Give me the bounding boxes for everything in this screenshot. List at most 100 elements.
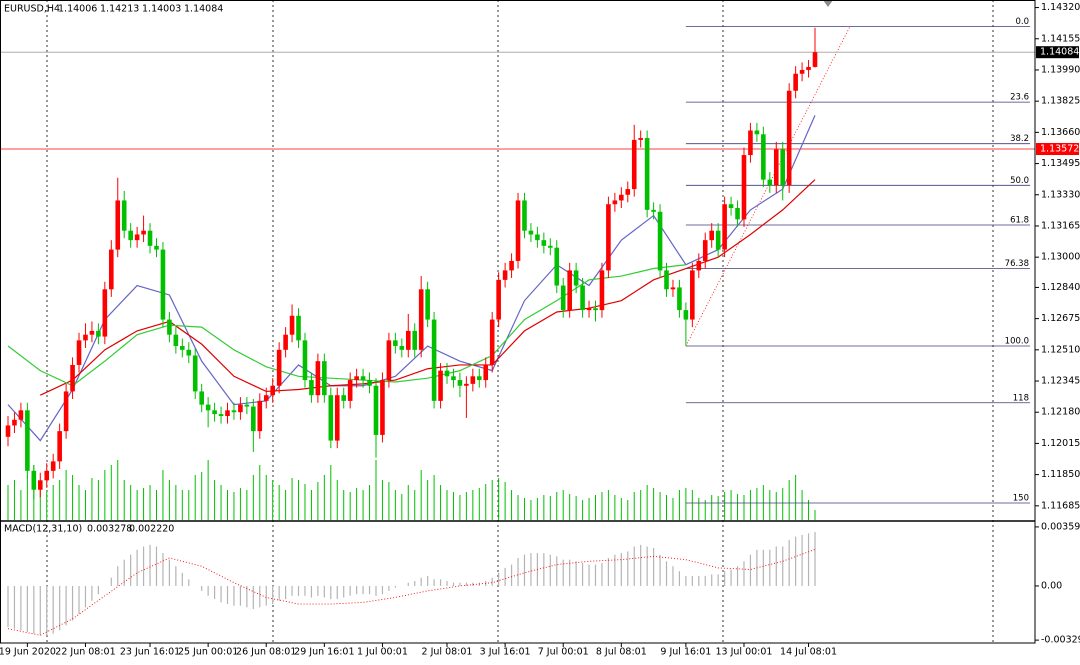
candle-body	[328, 395, 334, 441]
candle-body	[128, 230, 133, 241]
candle-body	[160, 249, 166, 320]
candle-body	[315, 361, 321, 396]
candle-body	[754, 130, 760, 135]
fib-level-label: 38.2	[1010, 134, 1029, 144]
candle-body	[167, 319, 172, 335]
macd-y-tick-label: -0.003295	[1041, 635, 1080, 646]
y-tick-label: 1.13825	[1041, 96, 1080, 107]
candle-body	[5, 425, 11, 437]
candle-body	[192, 355, 198, 392]
candle-body	[773, 149, 779, 186]
y-tick-label: 1.13660	[1041, 127, 1080, 138]
candle-body	[709, 230, 715, 241]
candle-body	[412, 330, 418, 350]
y-tick-label: 1.12180	[1041, 407, 1080, 418]
macd-y-tick-label: 0.003591	[1041, 521, 1080, 532]
candle-body	[502, 270, 508, 280]
candle-body	[341, 395, 347, 401]
candle-body	[464, 383, 469, 386]
x-tick-label: 23 Jun 16:01	[120, 647, 180, 658]
candle-body	[57, 431, 62, 462]
moving-average-line	[7, 115, 816, 442]
candle-body	[812, 52, 818, 67]
candle-body	[541, 240, 547, 246]
candle-body	[625, 189, 631, 195]
candle-body	[476, 376, 482, 381]
candle-body	[238, 404, 243, 413]
candle-body	[70, 364, 75, 392]
candle-body	[205, 404, 211, 411]
candle-body	[638, 138, 643, 140]
candle-body	[76, 340, 82, 365]
candle-body	[180, 346, 185, 350]
candle-body	[690, 270, 695, 320]
candle-body	[793, 73, 798, 91]
candle-body	[270, 385, 275, 396]
candle-body	[631, 139, 637, 190]
high-label: 1.14213	[100, 4, 139, 15]
candle-body	[715, 230, 721, 250]
x-tick-label: 14 Jul 08:01	[780, 647, 837, 658]
y-tick-label: 1.13495	[1041, 158, 1080, 169]
candle-body	[102, 289, 108, 337]
candle-body	[199, 391, 204, 405]
candle-body	[722, 204, 727, 250]
candle-body	[670, 287, 676, 290]
candle-body	[334, 395, 340, 441]
candle-body	[496, 279, 501, 320]
signal-value: 0.002220	[129, 524, 174, 535]
x-tick-label: 3 Jul 16:01	[480, 647, 531, 658]
symbol-label: EURUSD,H4	[4, 4, 60, 15]
candle-body	[515, 200, 521, 261]
x-tick-label: 13 Jul 00:01	[715, 647, 772, 658]
fib-level-label: 76.38	[1005, 259, 1029, 269]
candle-body	[251, 406, 256, 432]
candle-body	[302, 340, 308, 381]
candle-body	[263, 395, 269, 401]
candle-body	[367, 380, 372, 386]
candle-body	[121, 200, 127, 231]
candle-body	[83, 334, 88, 341]
y-tick-label: 1.12840	[1041, 282, 1080, 293]
candle-body	[509, 260, 514, 271]
candle-body	[108, 249, 114, 290]
y-tick-label: 1.14320	[1041, 2, 1080, 13]
candle-body	[50, 461, 56, 471]
x-tick-label: 29 Jun 16:01	[294, 647, 354, 658]
candle-body	[296, 315, 301, 341]
candle-body	[573, 270, 579, 286]
candle-body	[586, 308, 592, 311]
candle-body	[431, 319, 437, 401]
shift-marker	[823, 0, 833, 7]
candle-body	[276, 349, 282, 386]
candle-body	[31, 470, 37, 490]
y-tick-label: 1.13990	[1041, 64, 1080, 75]
x-tick-label: 8 Jul 08:01	[596, 647, 647, 658]
open-label: 1.14006	[58, 4, 97, 15]
candle-body	[231, 410, 237, 413]
candle-body	[806, 66, 811, 70]
candle-body	[154, 245, 159, 250]
candle-body	[12, 419, 17, 426]
candle-body	[186, 349, 192, 356]
candle-body	[438, 370, 443, 401]
candle-body	[380, 380, 385, 435]
fib-level-label: 100.0	[1005, 337, 1029, 347]
candle-body	[651, 209, 656, 212]
period-separators	[46, 0, 994, 643]
x-tick-label: 7 Jul 00:01	[538, 647, 589, 658]
candle-body	[218, 414, 224, 416]
candle-body	[741, 155, 747, 220]
candle-body	[347, 380, 353, 401]
candle-body	[735, 208, 740, 220]
candle-body	[548, 245, 553, 248]
candle-body	[683, 310, 689, 320]
y-tick-label: 1.12510	[1041, 344, 1080, 355]
candle-body	[418, 289, 424, 350]
candle-body	[612, 200, 618, 205]
plot-frame	[0, 0, 1036, 644]
candle-body	[522, 200, 527, 231]
candle-body	[18, 410, 24, 420]
